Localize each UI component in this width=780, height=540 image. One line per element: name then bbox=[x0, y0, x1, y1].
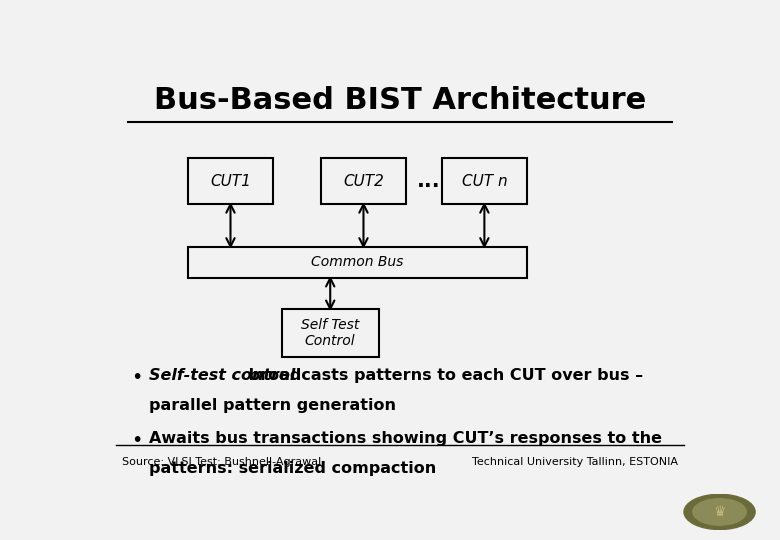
FancyBboxPatch shape bbox=[188, 247, 526, 278]
Text: Self Test
Control: Self Test Control bbox=[301, 318, 360, 348]
Text: parallel pattern generation: parallel pattern generation bbox=[149, 399, 396, 413]
Text: ...: ... bbox=[417, 171, 441, 191]
Text: Common Bus: Common Bus bbox=[311, 255, 403, 269]
Text: •: • bbox=[131, 368, 142, 387]
Text: Self-test control: Self-test control bbox=[149, 368, 296, 383]
Circle shape bbox=[693, 499, 746, 525]
Text: CUT2: CUT2 bbox=[343, 174, 384, 188]
Text: ♛: ♛ bbox=[713, 505, 726, 519]
Text: Bus-Based BIST Architecture: Bus-Based BIST Architecture bbox=[154, 86, 646, 114]
Text: patterns: serialized compaction: patterns: serialized compaction bbox=[149, 461, 436, 476]
Text: •: • bbox=[131, 431, 142, 450]
Circle shape bbox=[684, 494, 755, 530]
Text: Technical University Tallinn, ESTONIA: Technical University Tallinn, ESTONIA bbox=[473, 457, 679, 467]
Text: Source: VLSI Test: Bushnell-Agrawal: Source: VLSI Test: Bushnell-Agrawal bbox=[122, 457, 321, 467]
FancyBboxPatch shape bbox=[442, 158, 526, 204]
Text: CUT n: CUT n bbox=[462, 174, 507, 188]
FancyBboxPatch shape bbox=[321, 158, 406, 204]
FancyBboxPatch shape bbox=[282, 309, 378, 357]
Text: CUT1: CUT1 bbox=[210, 174, 251, 188]
Text: Awaits bus transactions showing CUT’s responses to the: Awaits bus transactions showing CUT’s re… bbox=[149, 431, 662, 446]
Text: broadcasts patterns to each CUT over bus –: broadcasts patterns to each CUT over bus… bbox=[243, 368, 643, 383]
FancyBboxPatch shape bbox=[188, 158, 273, 204]
